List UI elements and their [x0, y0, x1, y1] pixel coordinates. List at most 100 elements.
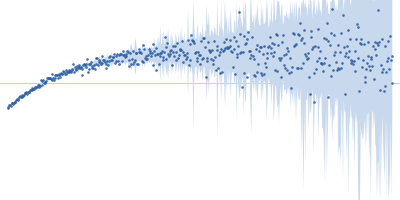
Point [89, 66, 96, 70]
Point [163, 57, 170, 61]
Point [387, 35, 393, 38]
Point [206, 49, 212, 52]
Point [350, 59, 357, 63]
Point [325, 96, 332, 99]
Point [191, 41, 198, 44]
Point [116, 54, 123, 57]
Point [83, 65, 90, 68]
Point [131, 61, 137, 64]
Point [297, 22, 303, 25]
Point [276, 57, 282, 60]
Point [185, 39, 191, 42]
Point [110, 56, 116, 59]
Point [33, 85, 40, 88]
Point [174, 42, 180, 45]
Point [168, 48, 174, 51]
Point [41, 82, 47, 85]
Point [113, 60, 120, 63]
Point [209, 48, 215, 51]
Point [186, 59, 193, 62]
Point [207, 50, 214, 53]
Point [27, 88, 33, 92]
Point [354, 22, 360, 25]
Point [229, 51, 235, 54]
Point [181, 53, 187, 56]
Point [354, 25, 361, 28]
Point [246, 50, 252, 53]
Point [25, 90, 32, 94]
Point [361, 81, 368, 84]
Point [60, 70, 66, 73]
Point [251, 57, 258, 60]
Point [142, 57, 149, 61]
Point [314, 59, 320, 62]
Point [230, 66, 236, 69]
Point [213, 45, 220, 48]
Point [180, 60, 187, 63]
Point [73, 67, 80, 70]
Point [244, 75, 251, 78]
Point [156, 52, 163, 55]
Point [46, 77, 52, 80]
Point [301, 42, 308, 45]
Point [202, 45, 208, 48]
Point [213, 68, 219, 71]
Point [338, 67, 344, 70]
Point [32, 85, 39, 88]
Point [364, 55, 371, 58]
Point [14, 97, 20, 100]
Point [338, 31, 345, 34]
Point [215, 66, 221, 69]
Point [356, 90, 362, 93]
Point [241, 72, 248, 75]
Point [157, 54, 164, 58]
Point [236, 11, 242, 14]
Point [190, 39, 196, 42]
Point [156, 62, 162, 65]
Point [59, 72, 66, 75]
Point [266, 35, 273, 38]
Point [149, 51, 155, 54]
Point [169, 64, 175, 67]
Point [119, 54, 126, 57]
Point [347, 38, 353, 41]
Point [357, 42, 363, 45]
Point [330, 69, 336, 72]
Point [5, 107, 12, 110]
Point [324, 21, 330, 24]
Point [317, 49, 323, 53]
Point [120, 50, 126, 53]
Point [300, 28, 307, 31]
Point [87, 62, 93, 65]
Point [44, 77, 50, 80]
Point [329, 7, 335, 10]
Point [134, 62, 140, 65]
Point [276, 59, 283, 62]
Point [84, 58, 90, 61]
Point [318, 61, 324, 64]
Point [297, 38, 304, 41]
Point [132, 51, 139, 54]
Point [286, 72, 292, 75]
Point [200, 56, 207, 59]
Point [152, 46, 159, 49]
Point [226, 38, 233, 41]
Point [196, 53, 202, 56]
Point [352, 69, 358, 73]
Point [197, 62, 204, 65]
Point [100, 59, 106, 62]
Point [267, 47, 274, 50]
Point [303, 54, 309, 57]
Point [310, 100, 317, 103]
Point [118, 53, 124, 56]
Point [316, 56, 322, 60]
Point [278, 75, 284, 78]
Point [304, 58, 310, 61]
Point [56, 72, 62, 76]
Point [186, 63, 192, 67]
Point [104, 59, 110, 62]
Point [247, 57, 254, 60]
Point [6, 103, 12, 107]
Point [288, 86, 294, 90]
Point [217, 71, 224, 74]
